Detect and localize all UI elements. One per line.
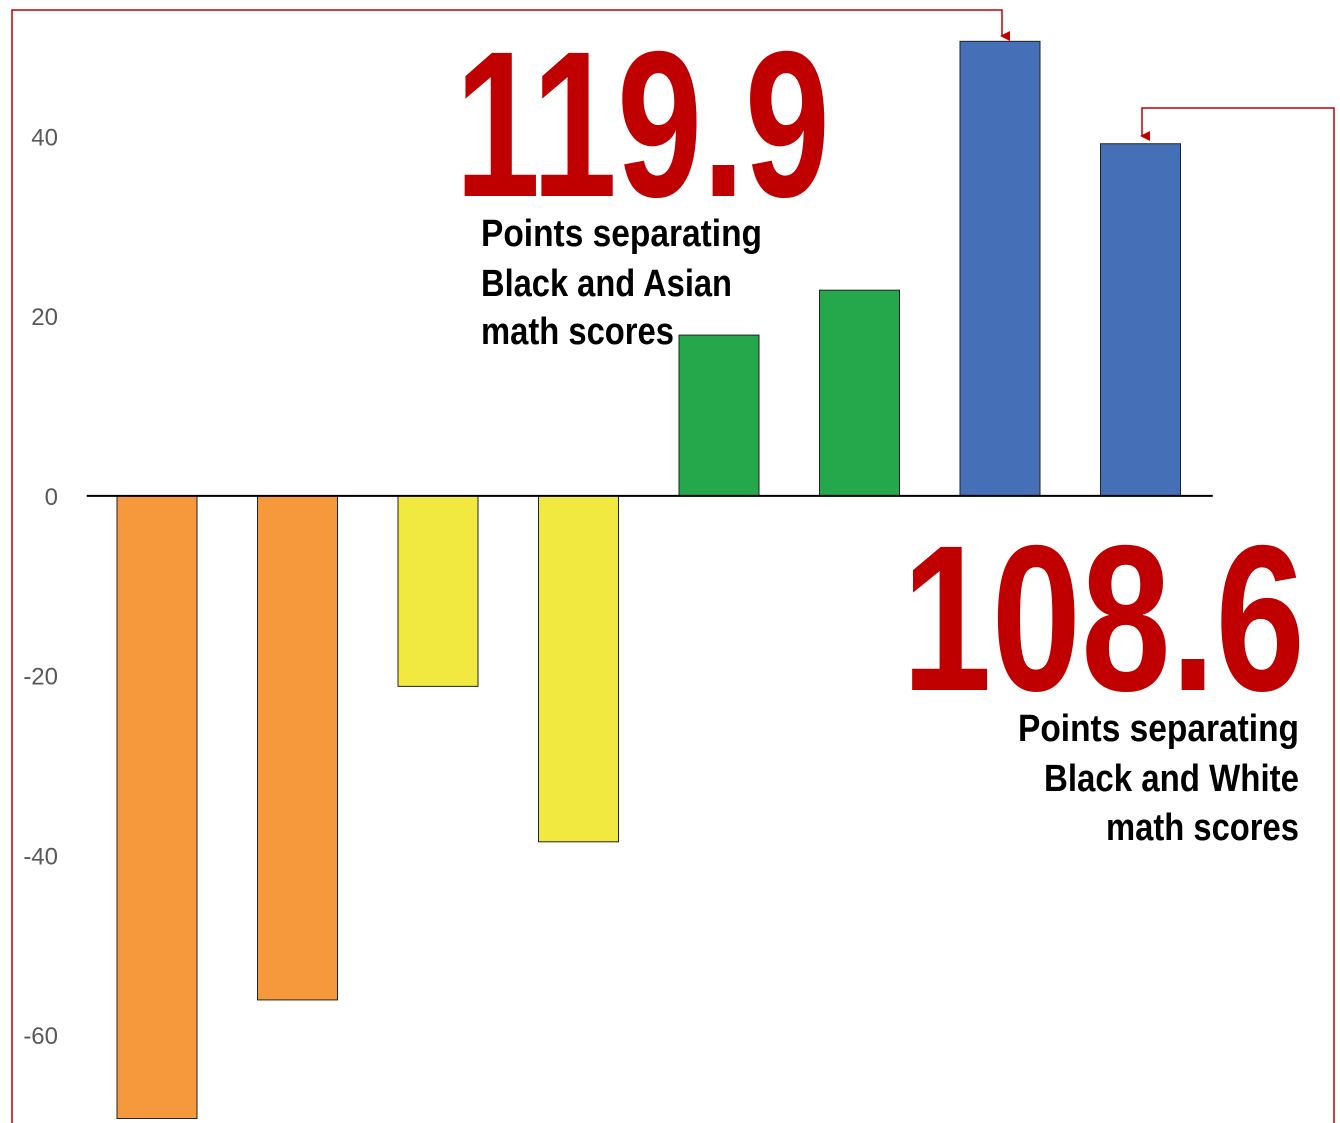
annotation-value: 119.9 [455, 9, 830, 241]
annotation-text: math scores [1106, 807, 1299, 849]
y-tick-label: 20 [31, 304, 58, 331]
bar [1100, 143, 1181, 497]
annotation-text: Black and Asian [481, 263, 732, 305]
bar [819, 289, 900, 497]
y-tick-label: -40 [23, 843, 58, 870]
bracket-line [11, 9, 1010, 1123]
annotation-text: Black and White [1044, 758, 1299, 800]
plot-area: -60 -40 -20 0 20 40 [23, 40, 1213, 1120]
y-tick-label: 40 [31, 125, 58, 152]
annotation-text: Points separating [1018, 708, 1299, 750]
y-tick-label: -20 [23, 664, 58, 691]
bar [257, 495, 338, 1001]
bracket-line [1140, 107, 1335, 1123]
bar [538, 495, 619, 843]
annotation-value: 108.6 [902, 503, 1305, 735]
y-tick-label: -60 [23, 1023, 58, 1050]
bar [116, 495, 198, 1120]
bar [959, 40, 1041, 497]
bar [397, 495, 479, 687]
annotation-text: Points separating [481, 213, 762, 255]
y-tick-label: 0 [45, 484, 58, 511]
bar [678, 334, 760, 497]
annotation-text: math scores [481, 311, 674, 353]
